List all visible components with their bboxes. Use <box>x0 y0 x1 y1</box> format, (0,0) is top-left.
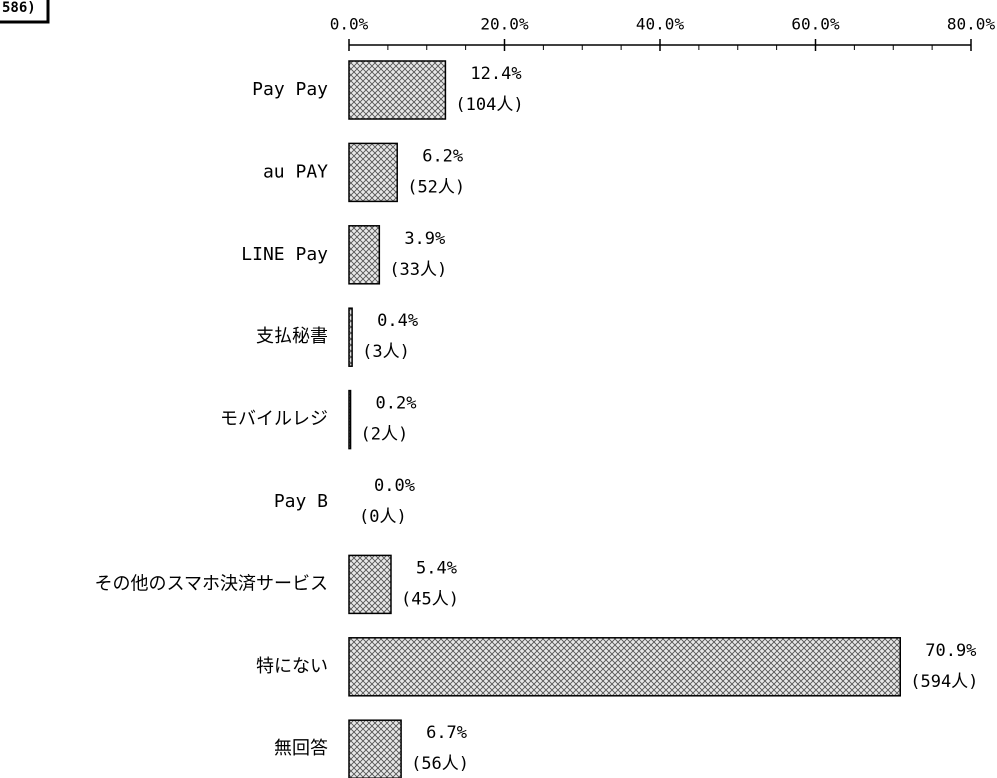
count-label: (33人) <box>389 260 447 280</box>
bar <box>348 554 392 615</box>
x-tick-label: 40.0% <box>636 15 685 34</box>
bar <box>348 637 901 697</box>
value-label: 6.7% <box>426 723 467 743</box>
category-label: その他のスマホ決済サービス <box>95 573 328 594</box>
category-label: LINE Pay <box>241 244 328 265</box>
count-label: (3人) <box>362 342 410 362</box>
bar <box>348 225 381 285</box>
count-label: (45人) <box>401 589 459 609</box>
x-tick-label: 80.0% <box>947 15 996 34</box>
value-label: 5.4% <box>416 558 457 578</box>
category-label: 支払秘書 <box>256 326 328 347</box>
value-label: 3.9% <box>404 229 445 249</box>
value-label: 0.0% <box>374 476 415 496</box>
category-label: モバイルレジ <box>220 409 328 430</box>
category-label: Pay Pay <box>252 79 328 100</box>
x-tick-label: 20.0% <box>480 15 529 34</box>
bar <box>348 307 353 367</box>
category-label: 無回答 <box>274 738 328 759</box>
value-label: 0.2% <box>376 394 417 414</box>
value-label: 6.2% <box>422 146 463 166</box>
bar <box>348 719 402 778</box>
count-label: (2人) <box>361 425 409 445</box>
value-label: 70.9% <box>925 641 976 661</box>
category-label: au PAY <box>263 161 328 182</box>
bar <box>348 142 398 203</box>
count-label: (56人) <box>411 754 469 774</box>
value-label: 12.4% <box>470 64 521 84</box>
note: 586) <box>2 0 36 16</box>
category-label: 特にない <box>256 656 328 677</box>
count-label: (594人) <box>910 672 978 692</box>
count-label: (0人) <box>359 507 407 527</box>
bar <box>348 389 352 450</box>
x-tick-label: 0.0% <box>330 15 369 34</box>
x-tick-label: 60.0% <box>791 15 840 34</box>
note-box <box>0 0 50 24</box>
bar <box>348 60 447 120</box>
count-label: (104人) <box>455 95 523 115</box>
value-label: 0.4% <box>377 311 418 331</box>
count-label: (52人) <box>407 177 465 197</box>
category-label: Pay B <box>274 491 328 512</box>
